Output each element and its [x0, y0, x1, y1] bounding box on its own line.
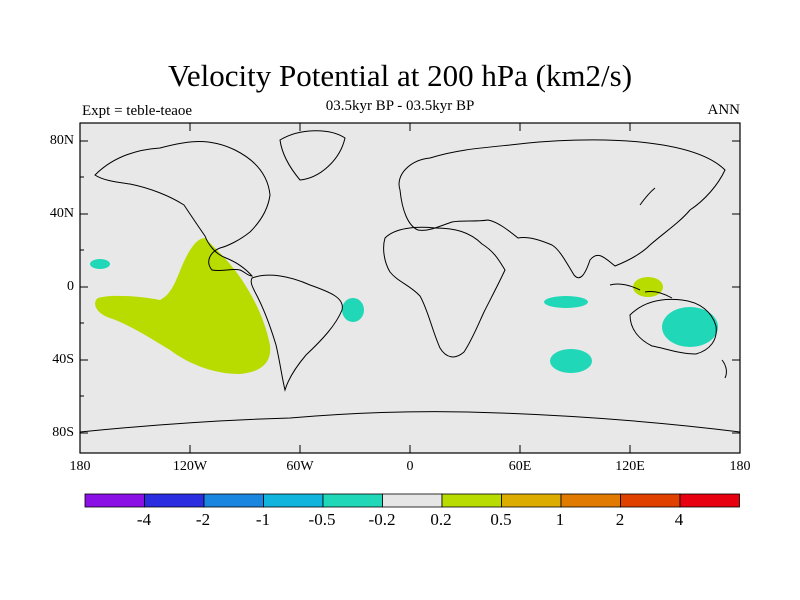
- lon-tick-label: 0: [406, 459, 414, 474]
- season-label: ANN: [707, 102, 741, 118]
- australia-negative-anomaly: [662, 307, 718, 347]
- colorbar-label: 0.5: [490, 510, 512, 529]
- colorbar-box: [501, 493, 562, 508]
- colorbar-label: -0.5: [308, 510, 336, 529]
- colorbar-label: -0.2: [368, 510, 396, 529]
- colorbar-label: 2: [615, 510, 625, 529]
- lat-tick-label: 80S: [52, 425, 74, 440]
- lat-tick-label: 0: [67, 279, 74, 294]
- lon-tick-label: 60E: [508, 459, 532, 474]
- colorbar-box: [679, 493, 740, 508]
- colorbar-label: -2: [195, 510, 211, 529]
- colorbar-box: [263, 493, 324, 508]
- indian-ocean-negative-anomaly: [544, 296, 588, 308]
- central-pacific-negative-anomaly: [90, 259, 110, 269]
- coastlines: [79, 130, 741, 433]
- lon-tick-label: 120E: [615, 459, 645, 474]
- experiment-label: Expt = teble-teaoe: [82, 103, 193, 119]
- colorbar-label: 4: [674, 510, 684, 529]
- south-atlantic-negative-anomaly: [342, 298, 364, 322]
- lon-tick-label: 180: [69, 459, 91, 474]
- lat-tick-label: 80N: [49, 133, 74, 148]
- colorbar-label: 0.2: [430, 510, 452, 529]
- lon-ticks: [189, 123, 631, 453]
- colorbar-label: -4: [136, 510, 152, 529]
- colorbar-box: [620, 493, 681, 508]
- colorbar-box: [441, 493, 502, 508]
- colorbar-box: [322, 493, 383, 508]
- southern-indian-negative-anomaly: [550, 349, 592, 373]
- colorbar-box: [560, 493, 621, 508]
- colorbar: [84, 493, 740, 508]
- maritime-positive-anomaly: [633, 277, 663, 297]
- lon-tick-label: 120W: [172, 459, 208, 474]
- map-title: Velocity Potential at 200 hPa (km2/s): [167, 58, 633, 93]
- colorbar-box: [84, 493, 145, 508]
- lat-tick-label: 40N: [49, 206, 74, 221]
- colorbar-box: [382, 493, 443, 508]
- lon-tick-label: 60W: [286, 459, 314, 474]
- map-subtitle: 03.5kyr BP - 03.5kyr BP: [325, 98, 475, 114]
- lon-tick-label: 180: [729, 459, 751, 474]
- lat-tick-label: 40S: [52, 352, 74, 367]
- colorbar-label: 1: [555, 510, 565, 529]
- lat-ticks: [80, 140, 740, 434]
- colorbar-box: [203, 493, 264, 508]
- colorbar-label: -1: [255, 510, 271, 529]
- colorbar-box: [144, 493, 205, 508]
- pacific-positive-anomaly: [95, 238, 271, 374]
